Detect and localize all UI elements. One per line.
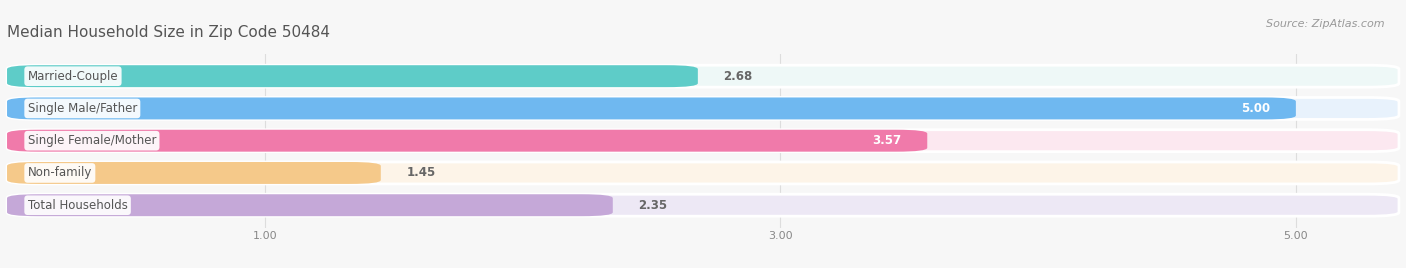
Text: Source: ZipAtlas.com: Source: ZipAtlas.com — [1267, 19, 1385, 29]
Text: 1.45: 1.45 — [406, 166, 436, 180]
Text: Non-family: Non-family — [28, 166, 91, 180]
Text: Single Male/Father: Single Male/Father — [28, 102, 136, 115]
FancyBboxPatch shape — [7, 194, 613, 216]
Text: Single Female/Mother: Single Female/Mother — [28, 134, 156, 147]
Text: 3.57: 3.57 — [872, 134, 901, 147]
Text: Median Household Size in Zip Code 50484: Median Household Size in Zip Code 50484 — [7, 25, 330, 40]
Text: Total Households: Total Households — [28, 199, 128, 212]
FancyBboxPatch shape — [7, 162, 381, 184]
FancyBboxPatch shape — [7, 162, 1399, 184]
FancyBboxPatch shape — [7, 130, 927, 152]
FancyBboxPatch shape — [7, 98, 1399, 120]
Text: 2.35: 2.35 — [638, 199, 668, 212]
FancyBboxPatch shape — [7, 98, 1296, 120]
Text: Married-Couple: Married-Couple — [28, 70, 118, 83]
FancyBboxPatch shape — [7, 65, 1399, 87]
FancyBboxPatch shape — [7, 65, 697, 87]
FancyBboxPatch shape — [7, 194, 1399, 216]
FancyBboxPatch shape — [7, 130, 1399, 152]
Text: 2.68: 2.68 — [724, 70, 752, 83]
Text: 5.00: 5.00 — [1241, 102, 1270, 115]
